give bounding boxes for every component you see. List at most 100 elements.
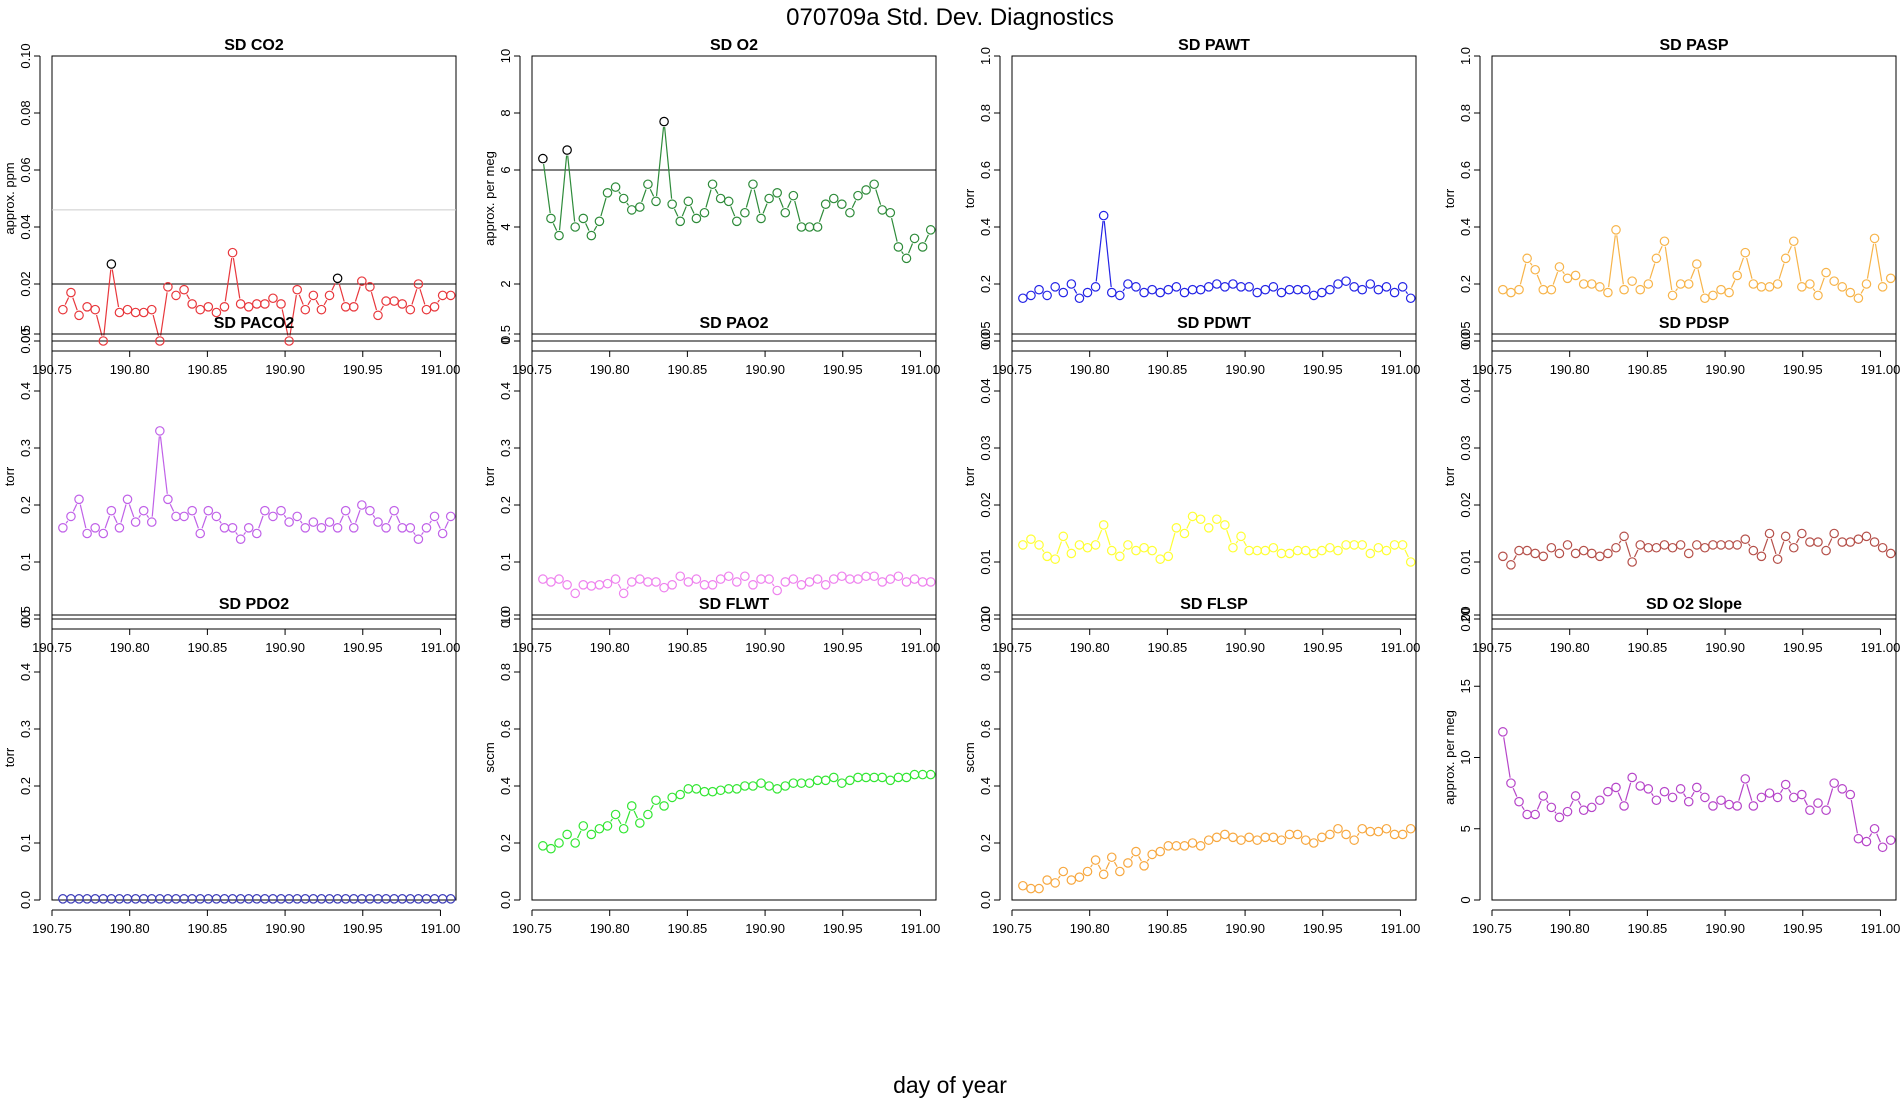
data-point — [421, 522, 432, 533]
series-segment — [128, 504, 135, 518]
data-point — [1683, 279, 1694, 289]
data-point — [1498, 551, 1508, 562]
series-segment — [120, 504, 127, 523]
data-point — [1522, 545, 1532, 556]
series-segment — [890, 217, 898, 242]
x-tick-label: 190.80 — [1550, 362, 1590, 377]
x-tick-label: 191.00 — [421, 640, 461, 655]
data-point — [227, 247, 238, 258]
data-point — [1538, 551, 1549, 562]
data-point — [1675, 540, 1686, 550]
data-point — [348, 894, 359, 904]
data-point — [1538, 791, 1549, 801]
x-tick-label: 191.00 — [1381, 640, 1421, 655]
series-segment — [1787, 245, 1792, 254]
data-point — [723, 784, 734, 794]
data-point — [1236, 282, 1246, 292]
y-tick-label: 0.2 — [498, 834, 513, 852]
data-point — [1772, 792, 1783, 803]
x-tick-label: 190.85 — [188, 640, 228, 655]
x-tick-label: 190.90 — [265, 362, 305, 377]
data-point — [1131, 282, 1141, 292]
data-point — [365, 505, 375, 516]
y-tick-label: 0.1 — [18, 553, 33, 571]
data-point — [546, 843, 556, 854]
data-point — [853, 574, 863, 584]
x-tick-label: 190.85 — [1148, 640, 1188, 655]
series-segment — [778, 197, 784, 208]
data-point — [877, 772, 888, 783]
x-tick-label: 190.95 — [823, 640, 863, 655]
data-point — [98, 528, 109, 539]
series-segment — [1617, 792, 1623, 802]
series-segment — [370, 291, 378, 311]
data-point — [804, 222, 815, 232]
data-point — [1667, 542, 1678, 553]
data-point — [1341, 540, 1351, 550]
y-tick-label: 0.01 — [978, 549, 993, 574]
data-point — [1683, 796, 1694, 807]
series-segment — [618, 191, 621, 195]
series-segment — [372, 514, 376, 518]
data-point — [820, 199, 831, 209]
data-point — [1619, 284, 1629, 295]
data-point — [828, 193, 839, 204]
data-point — [1155, 554, 1166, 564]
x-tick-label: 190.85 — [1628, 640, 1668, 655]
data-point — [626, 577, 637, 587]
x-tick-label: 190.90 — [1705, 921, 1745, 936]
data-point — [1098, 520, 1109, 530]
data-point — [1373, 284, 1384, 295]
data-point — [1691, 259, 1702, 269]
y-tick-label: 0.3 — [498, 439, 513, 457]
data-point — [1659, 540, 1670, 550]
series-segment — [924, 234, 929, 243]
data-point — [562, 145, 572, 155]
data-point — [1764, 788, 1775, 798]
panel-title: SD PDWT — [1177, 315, 1251, 332]
data-point — [764, 574, 774, 584]
data-point — [1042, 290, 1052, 301]
x-tick-label: 191.00 — [901, 640, 941, 655]
data-point — [562, 829, 572, 840]
series-segment — [1041, 549, 1045, 553]
data-point — [308, 517, 319, 527]
data-point — [1530, 264, 1540, 275]
panel-title: SD FLSP — [1180, 596, 1248, 613]
data-point — [683, 784, 694, 794]
data-point — [594, 216, 605, 227]
series-segment — [1664, 246, 1673, 291]
series-segment — [224, 258, 233, 302]
series-segment — [633, 810, 639, 819]
series-segment — [705, 189, 712, 208]
data-point — [340, 505, 351, 516]
data-point — [1155, 846, 1166, 857]
series-segment — [624, 810, 631, 824]
data-point — [610, 809, 621, 820]
data-point — [405, 304, 416, 315]
x-tick-label: 190.80 — [110, 921, 150, 936]
data-point — [699, 786, 710, 797]
data-point — [1546, 542, 1557, 553]
data-point — [1252, 545, 1262, 556]
data-point — [893, 242, 904, 252]
data-point — [618, 193, 629, 204]
data-point — [284, 517, 294, 527]
y-tick-label: 0.5 — [18, 606, 33, 624]
series-segment — [593, 225, 598, 232]
data-point — [381, 894, 391, 904]
x-tick-label: 191.00 — [901, 921, 941, 936]
data-point — [1260, 545, 1271, 556]
series-segment — [1860, 288, 1865, 294]
data-point — [373, 894, 383, 904]
series-segment — [673, 208, 679, 217]
y-axis-label: approx. per meg — [1442, 710, 1457, 805]
series-segment — [1633, 549, 1639, 558]
series-segment — [193, 515, 199, 529]
data-point — [1155, 287, 1166, 298]
data-point — [1821, 545, 1831, 556]
data-point — [748, 781, 758, 791]
y-tick-label: 0.00 — [978, 606, 993, 631]
